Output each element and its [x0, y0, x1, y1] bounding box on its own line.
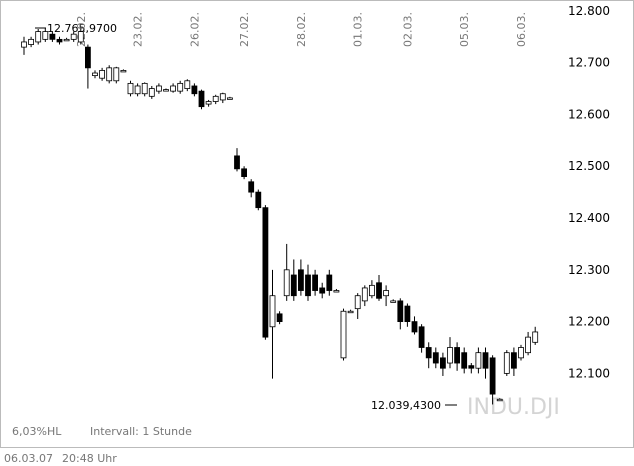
- candle-body: [297, 269, 304, 291]
- low-annotation: 12.039,4300: [371, 399, 441, 412]
- candle-body: [510, 352, 517, 369]
- x-tick-label: 23.02.: [132, 12, 145, 47]
- candle-body: [134, 85, 141, 95]
- candle-body: [63, 38, 70, 42]
- candle-body: [404, 305, 411, 323]
- x-tick-label: 06.03.: [515, 12, 528, 47]
- candle-body: [525, 336, 531, 354]
- candle-body: [262, 207, 269, 338]
- y-tick-label: 12.500: [568, 159, 610, 173]
- candle-body: [333, 290, 340, 293]
- candle-body: [35, 31, 42, 43]
- candle-body: [376, 282, 382, 299]
- candle-body: [397, 300, 404, 323]
- candle-body: [383, 290, 390, 297]
- candle-body: [248, 181, 255, 193]
- x-tick-label: 01.03.: [352, 12, 365, 47]
- candle-body: [269, 295, 276, 328]
- candle-body: [21, 41, 27, 48]
- candle-body: [85, 46, 91, 69]
- candle-body: [28, 38, 35, 45]
- x-tick-label: 28.02.: [295, 12, 308, 47]
- candle-body: [503, 352, 510, 374]
- x-tick-label: 02.03.: [401, 12, 414, 47]
- x-tick-label: 05.03.: [458, 12, 471, 47]
- candle-body: [326, 274, 333, 291]
- candle-body: [234, 155, 240, 170]
- candle-body: [127, 82, 134, 95]
- watermark: INDU.DJI: [467, 395, 560, 420]
- x-tick-label: 26.02.: [188, 12, 201, 47]
- candle-body: [368, 284, 375, 297]
- candle-body: [354, 295, 361, 310]
- candle-body: [461, 352, 468, 369]
- candle-body: [475, 352, 482, 369]
- candle-body: [518, 347, 524, 359]
- y-tick-label: 12.100: [568, 366, 610, 380]
- candle-body: [170, 85, 177, 92]
- candle-body: [312, 274, 319, 291]
- candle-body: [496, 398, 503, 402]
- candle-body: [113, 67, 120, 82]
- candle-body: [177, 82, 184, 92]
- candle-body: [283, 269, 290, 297]
- date-label: 06.03.07: [4, 452, 53, 465]
- candle-body: [163, 89, 169, 92]
- candle-body: [276, 313, 283, 323]
- candle-body: [390, 300, 397, 303]
- candle-body: [42, 31, 49, 40]
- candle-body: [489, 357, 496, 395]
- y-tick-label: 12.800: [568, 4, 610, 18]
- candle-body: [340, 310, 347, 359]
- candle-body: [482, 352, 489, 369]
- candle-body: [219, 93, 226, 101]
- candle-body: [77, 31, 84, 43]
- candle-body: [447, 347, 453, 364]
- candle-body: [205, 101, 212, 105]
- interval-label: Intervall: 1 Stunde: [90, 425, 192, 438]
- y-tick-label: 12.700: [568, 56, 610, 70]
- candle-body: [347, 310, 354, 314]
- y-tick-label: 12.600: [568, 107, 610, 121]
- y-tick-label: 12.400: [568, 211, 610, 225]
- candle-body: [425, 347, 432, 359]
- candle-body: [305, 274, 311, 297]
- candle-body: [92, 72, 98, 77]
- time-label: 20:48 Uhr: [62, 452, 117, 465]
- candle-body: [49, 33, 56, 40]
- candle-body: [241, 168, 248, 177]
- candle-body: [106, 67, 113, 82]
- candle-body: [432, 352, 439, 364]
- y-tick-label: 12.300: [568, 263, 610, 277]
- candle-body: [141, 82, 148, 95]
- candle-body: [70, 33, 77, 40]
- candle-body: [56, 38, 63, 43]
- candle-body: [148, 88, 155, 97]
- candle-body: [191, 85, 198, 95]
- candle-body: [439, 357, 446, 369]
- x-tick-label: 27.02.: [238, 12, 251, 47]
- candle-body: [226, 97, 233, 100]
- candle-body: [468, 365, 475, 369]
- candle-body: [198, 90, 205, 108]
- high-annotation: 12.765,9700: [47, 22, 117, 35]
- range-label: 6,03%HL: [12, 425, 62, 438]
- candle-body: [418, 326, 425, 348]
- candle-body: [99, 70, 105, 79]
- candle-body: [290, 274, 297, 297]
- candle-body: [255, 191, 262, 209]
- candle-body: [155, 85, 162, 92]
- candle-body: [361, 287, 368, 302]
- candle-body: [120, 70, 127, 73]
- candle-body: [212, 95, 219, 102]
- candle-body: [454, 347, 461, 364]
- candle-body: [184, 80, 191, 89]
- candle-body: [532, 331, 539, 343]
- candle-body: [319, 287, 326, 294]
- y-tick-label: 12.200: [568, 315, 610, 329]
- candle-body: [411, 321, 418, 333]
